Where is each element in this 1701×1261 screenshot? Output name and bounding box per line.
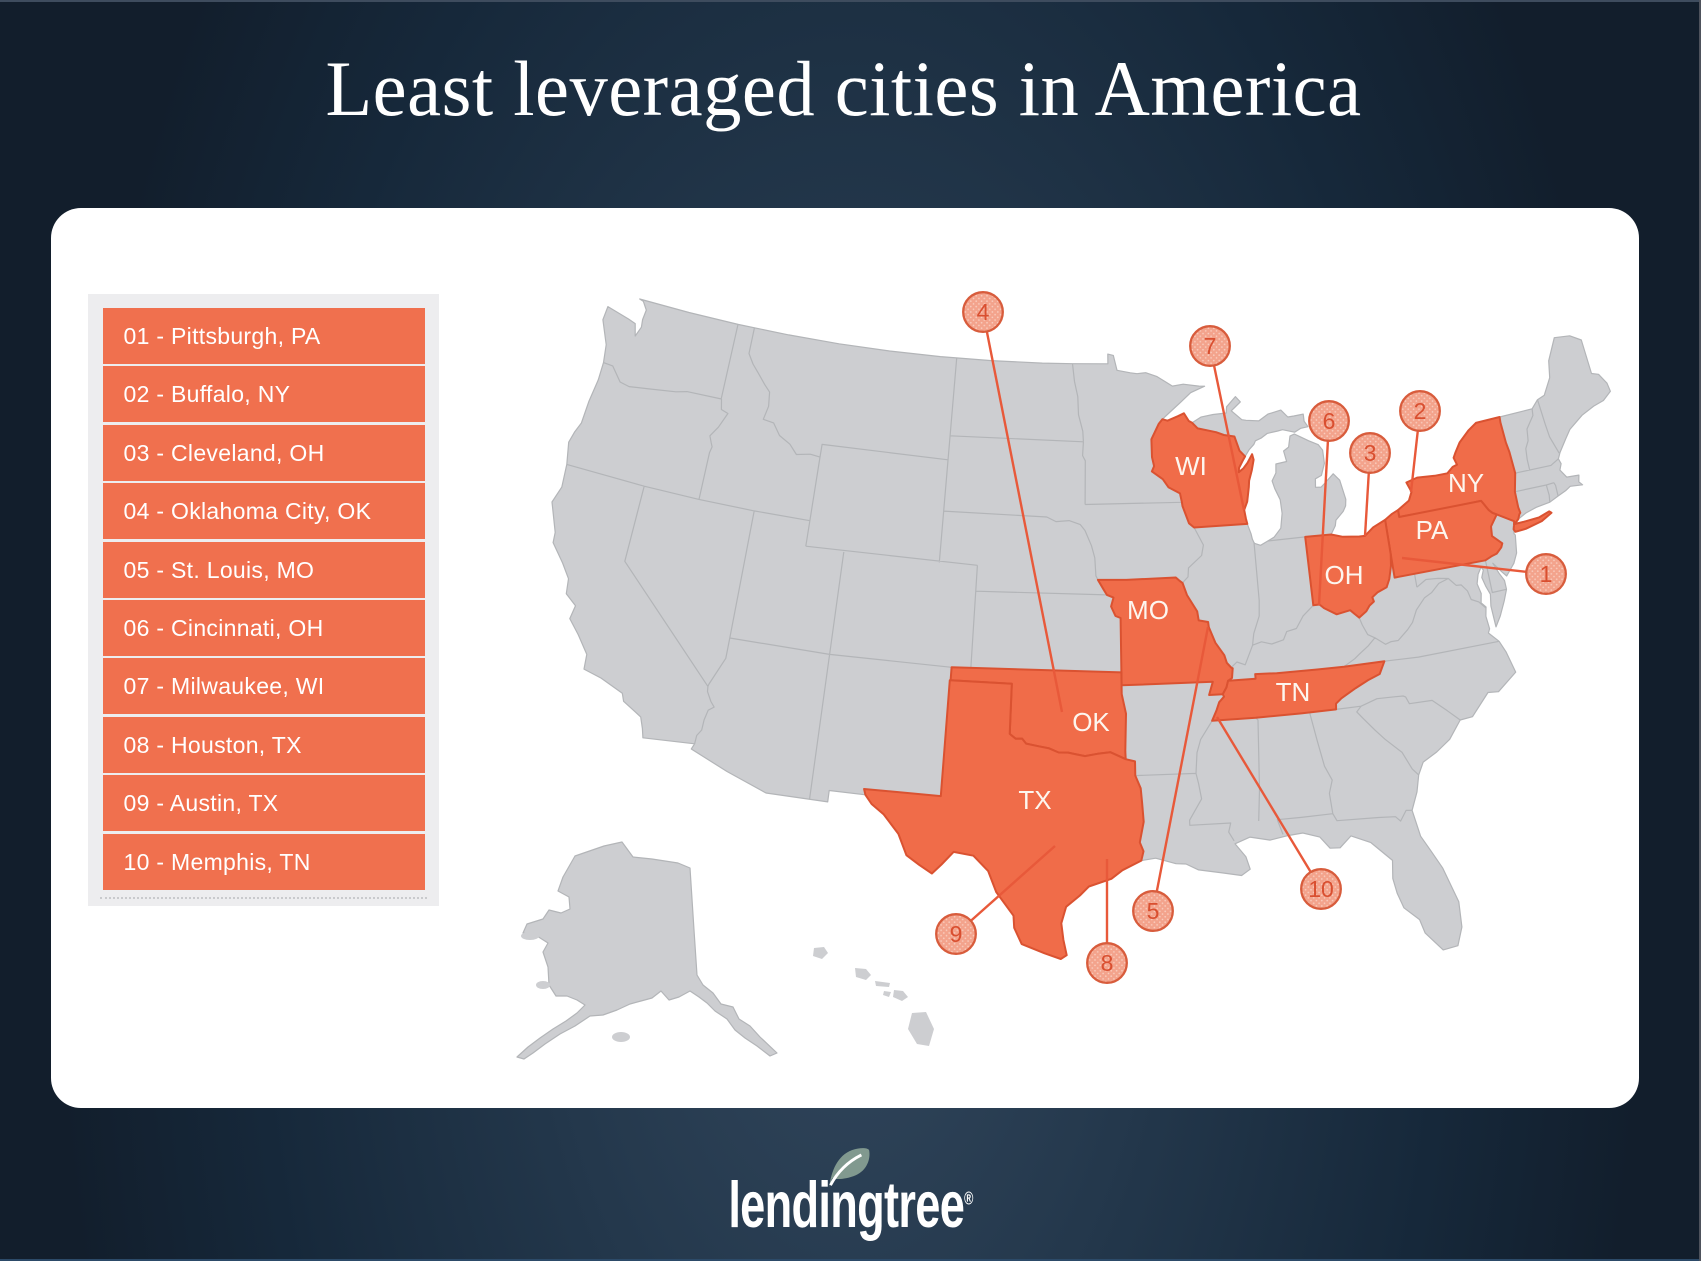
svg-text:1: 1: [1540, 561, 1553, 587]
svg-text:7: 7: [1204, 333, 1217, 359]
svg-text:PA: PA: [1416, 515, 1449, 545]
svg-text:TX: TX: [1018, 785, 1051, 815]
svg-text:3: 3: [1364, 440, 1377, 466]
svg-text:2: 2: [1414, 398, 1427, 424]
svg-text:TN: TN: [1276, 677, 1311, 707]
svg-text:10: 10: [1308, 876, 1334, 902]
svg-text:MO: MO: [1127, 595, 1169, 625]
svg-text:OK: OK: [1072, 707, 1110, 737]
svg-text:9: 9: [950, 921, 963, 947]
svg-text:8: 8: [1101, 950, 1114, 976]
svg-text:4: 4: [977, 299, 990, 325]
svg-text:OH: OH: [1325, 560, 1364, 590]
svg-text:WI: WI: [1175, 451, 1207, 481]
svg-text:6: 6: [1323, 408, 1336, 434]
svg-text:5: 5: [1147, 898, 1160, 924]
svg-text:NY: NY: [1448, 468, 1484, 498]
